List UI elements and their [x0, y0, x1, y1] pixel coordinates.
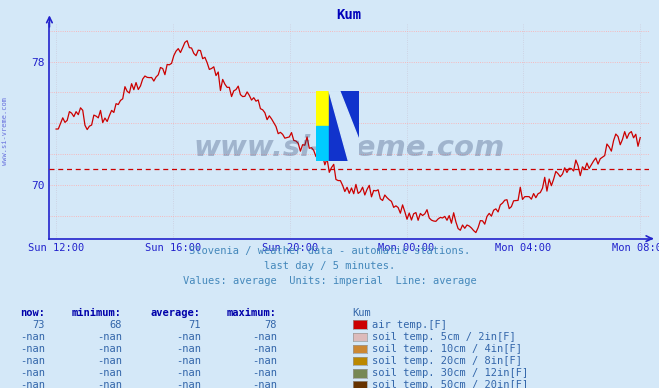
- Text: soil temp. 50cm / 20in[F]: soil temp. 50cm / 20in[F]: [372, 380, 529, 388]
- Text: 71: 71: [188, 320, 201, 330]
- Text: -nan: -nan: [176, 368, 201, 378]
- Polygon shape: [329, 91, 359, 161]
- Text: -nan: -nan: [176, 332, 201, 342]
- Text: -nan: -nan: [20, 368, 45, 378]
- Text: last day / 5 minutes.: last day / 5 minutes.: [264, 261, 395, 271]
- Text: average:: average:: [151, 308, 201, 318]
- Text: Kum: Kum: [353, 308, 371, 318]
- Text: now:: now:: [20, 308, 45, 318]
- Text: -nan: -nan: [252, 344, 277, 354]
- Text: -nan: -nan: [97, 380, 122, 388]
- Text: -nan: -nan: [176, 380, 201, 388]
- Text: -nan: -nan: [20, 380, 45, 388]
- Text: -nan: -nan: [97, 344, 122, 354]
- Text: -nan: -nan: [20, 356, 45, 366]
- Text: soil temp. 20cm / 8in[F]: soil temp. 20cm / 8in[F]: [372, 356, 523, 366]
- Text: www.si-vreme.com: www.si-vreme.com: [194, 134, 505, 162]
- Text: air temp.[F]: air temp.[F]: [372, 320, 447, 330]
- Text: maximum:: maximum:: [227, 308, 277, 318]
- Text: -nan: -nan: [97, 368, 122, 378]
- Text: Slovenia / weather data - automatic stations.: Slovenia / weather data - automatic stat…: [189, 246, 470, 256]
- Text: -nan: -nan: [252, 380, 277, 388]
- Polygon shape: [329, 91, 359, 161]
- Text: soil temp. 5cm / 2in[F]: soil temp. 5cm / 2in[F]: [372, 332, 516, 342]
- Text: -nan: -nan: [252, 356, 277, 366]
- Text: -nan: -nan: [176, 344, 201, 354]
- Text: -nan: -nan: [20, 344, 45, 354]
- Text: 73: 73: [32, 320, 45, 330]
- Polygon shape: [316, 91, 359, 126]
- Text: www.si-vreme.com: www.si-vreme.com: [2, 97, 9, 165]
- Text: -nan: -nan: [97, 332, 122, 342]
- Text: 78: 78: [264, 320, 277, 330]
- Text: -nan: -nan: [97, 356, 122, 366]
- Text: Values: average  Units: imperial  Line: average: Values: average Units: imperial Line: av…: [183, 275, 476, 286]
- Text: -nan: -nan: [252, 368, 277, 378]
- Text: -nan: -nan: [252, 332, 277, 342]
- Text: 68: 68: [109, 320, 122, 330]
- Text: soil temp. 10cm / 4in[F]: soil temp. 10cm / 4in[F]: [372, 344, 523, 354]
- Polygon shape: [316, 126, 359, 161]
- Text: -nan: -nan: [20, 332, 45, 342]
- Text: minimum:: minimum:: [72, 308, 122, 318]
- Title: Kum: Kum: [337, 8, 362, 22]
- Text: soil temp. 30cm / 12in[F]: soil temp. 30cm / 12in[F]: [372, 368, 529, 378]
- Text: -nan: -nan: [176, 356, 201, 366]
